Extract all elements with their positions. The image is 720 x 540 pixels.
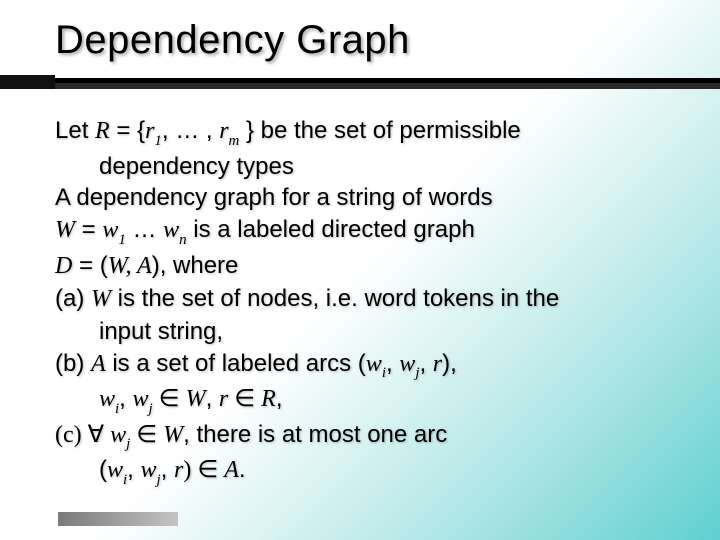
var-W: W xyxy=(91,286,111,312)
subscript: 1 xyxy=(118,232,125,248)
body-line-5: D = (W, A), where xyxy=(55,250,680,283)
text: w xyxy=(399,351,415,377)
text: , xyxy=(161,456,174,483)
var-wj: wj xyxy=(133,386,153,412)
body-line-2: dependency types xyxy=(55,151,680,183)
subscript: i xyxy=(382,365,386,381)
text: is a labeled directed graph xyxy=(187,216,475,243)
footer-bar xyxy=(58,512,178,526)
body-line-11: (wi, wj, r) ∈ A. xyxy=(55,454,680,490)
text: (a) xyxy=(55,285,91,312)
text: w xyxy=(366,351,382,377)
elem-symbol: ∈ xyxy=(153,386,186,412)
rule-line xyxy=(55,78,720,83)
text: , … , xyxy=(162,117,219,144)
slide-container: Dependency Graph Let R = {r1, … , rm } b… xyxy=(0,0,720,540)
text: , xyxy=(276,385,283,412)
var-W: W xyxy=(163,422,183,448)
text: , xyxy=(419,350,432,377)
text: Let xyxy=(55,117,95,144)
subscript: m xyxy=(229,133,240,149)
var-r: r xyxy=(433,351,442,377)
var-r: r xyxy=(174,457,183,483)
var-wn: wn xyxy=(163,217,186,243)
subscript: j xyxy=(149,401,153,417)
text: , there is at most one arc xyxy=(183,421,447,448)
var-R: R xyxy=(261,386,276,412)
body-line-3: A dependency graph for a string of words xyxy=(55,182,680,214)
body-line-10: (c) ∀ wj ∈ W, there is at most one arc xyxy=(55,419,680,455)
text: w xyxy=(107,457,123,483)
subscript: n xyxy=(179,232,186,248)
text: is the set of nodes, i.e. word tokens in… xyxy=(111,285,559,312)
text: is a set of labeled arcs ( xyxy=(106,350,366,377)
var-wi: wi xyxy=(366,351,386,377)
var-wi: wi xyxy=(107,457,127,483)
text: w xyxy=(99,386,115,412)
var-R: R xyxy=(95,118,110,144)
body-line-7: input string, xyxy=(55,316,680,348)
text: , xyxy=(206,385,219,412)
elem-symbol: ∈ xyxy=(130,422,163,448)
text: w xyxy=(133,386,149,412)
text: = { xyxy=(110,117,145,144)
text: w xyxy=(110,422,126,448)
slide-body: Let R = {r1, … , rm } be the set of perm… xyxy=(55,115,680,490)
var-r: r xyxy=(219,386,228,412)
text: ), where xyxy=(152,252,239,279)
var-wj: wj xyxy=(110,422,130,448)
body-line-8: (b) A is a set of labeled arcs (wi, wj, … xyxy=(55,348,680,384)
text: w xyxy=(102,217,118,243)
body-line-4: W = w1 … wn is a labeled directed graph xyxy=(55,214,680,250)
body-line-1: Let R = {r1, … , rm } be the set of perm… xyxy=(55,115,680,151)
text: = xyxy=(75,216,102,243)
text: w xyxy=(163,217,179,243)
text: , xyxy=(119,385,132,412)
text: , xyxy=(386,350,399,377)
elem-symbol: ∈ xyxy=(228,386,261,412)
body-line-6: (a) W is the set of nodes, i.e. word tok… xyxy=(55,283,680,316)
var-wj: wj xyxy=(399,351,419,377)
subscript: i xyxy=(115,401,119,417)
text: . xyxy=(239,456,246,483)
text: (b) xyxy=(55,350,91,377)
rule-box xyxy=(0,75,55,89)
text: r xyxy=(219,118,228,144)
text: } be the set of permissible xyxy=(239,117,520,144)
text: = ( xyxy=(72,252,107,279)
var-wi: wi xyxy=(99,386,119,412)
text: ( xyxy=(99,456,107,483)
var-w1: w1 xyxy=(102,217,125,243)
var-A: A xyxy=(224,457,239,483)
var-wj: wj xyxy=(141,457,161,483)
subscript: j xyxy=(157,472,161,488)
subscript: 1 xyxy=(154,133,161,149)
text: … xyxy=(126,216,163,243)
var-WA: W, A xyxy=(108,253,152,279)
text: w xyxy=(141,457,157,483)
slide-title: Dependency Graph xyxy=(55,18,680,63)
title-rule xyxy=(0,71,720,97)
var-rm: rm xyxy=(219,118,239,144)
subscript: j xyxy=(126,436,130,452)
var-A: A xyxy=(91,351,106,377)
subscript: j xyxy=(415,365,419,381)
var-r1: r1 xyxy=(145,118,162,144)
var-W: W xyxy=(55,217,75,243)
text: , xyxy=(127,456,140,483)
subscript: i xyxy=(123,472,127,488)
text: (c) ∀ xyxy=(55,422,110,448)
text: ), xyxy=(442,350,457,377)
text: ) ∈ xyxy=(183,457,224,483)
var-D: D xyxy=(55,253,72,279)
body-line-9: wi, wj ∈ W, r ∈ R, xyxy=(55,383,680,419)
var-W: W xyxy=(186,386,206,412)
